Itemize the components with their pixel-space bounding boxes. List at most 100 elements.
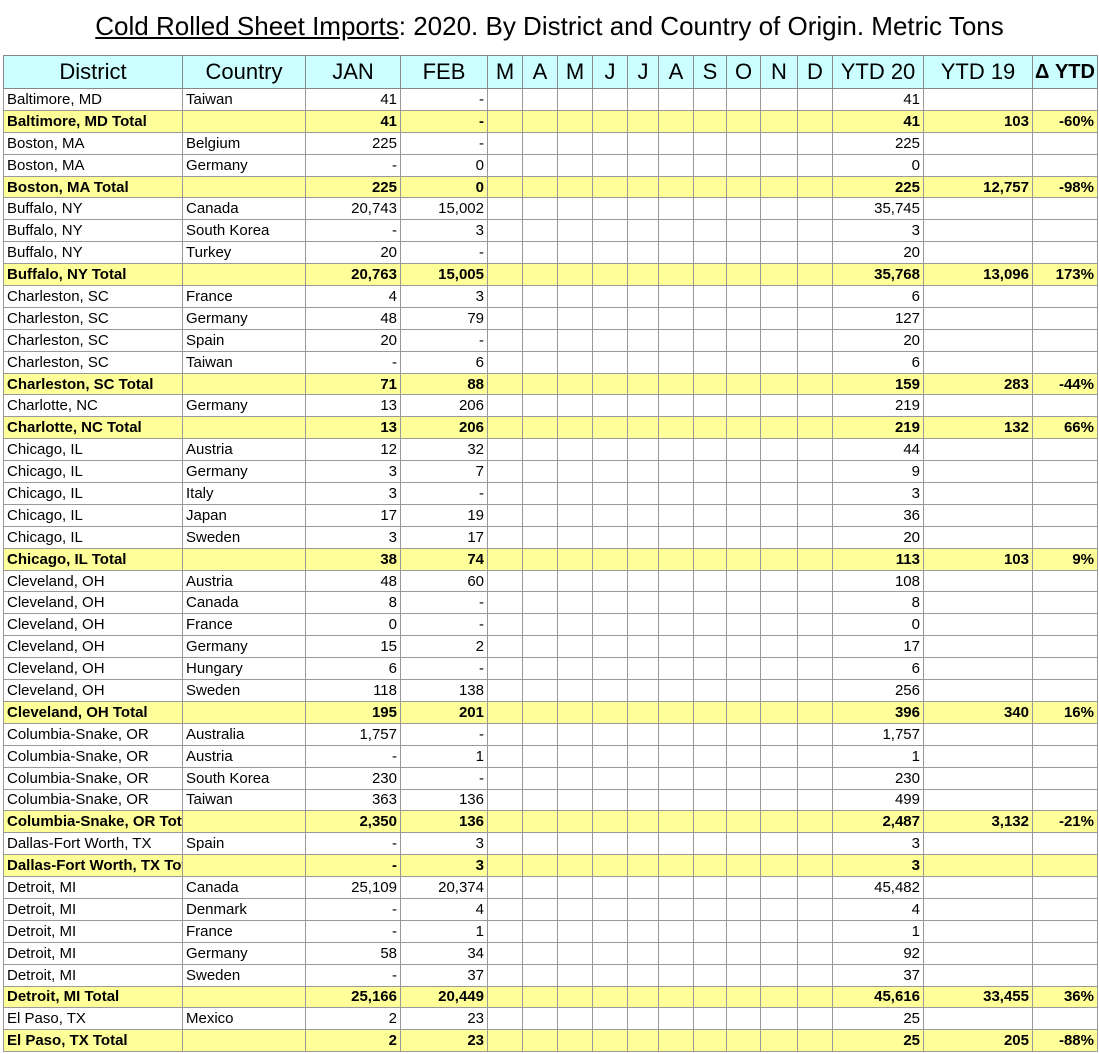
empty-cell — [557, 591, 593, 615]
delta-cell — [1032, 635, 1098, 659]
ytd19-cell: 3,132 — [923, 810, 1033, 834]
empty-cell — [797, 679, 833, 702]
total-row: Columbia-Snake, OR Total 2,350 136 2,487 3,1… — [3, 810, 1098, 834]
empty-cell — [522, 328, 558, 352]
column-header: District — [3, 55, 183, 89]
jan-cell: 58 — [305, 941, 401, 965]
feb-cell: 6 — [400, 350, 488, 374]
delta-cell — [1032, 438, 1098, 462]
delta-cell: 36% — [1032, 985, 1098, 1009]
ytd20-cell: 3 — [832, 854, 924, 878]
empty-cell — [658, 1029, 694, 1053]
data-row: Baltimore, MD Taiwan 41-41 — [3, 88, 1098, 111]
empty-cell — [557, 700, 593, 724]
country-cell: France — [182, 919, 306, 943]
empty-cell — [592, 854, 628, 878]
empty-cell — [557, 503, 593, 527]
empty-cell — [487, 919, 523, 943]
country-cell — [182, 547, 306, 571]
empty-cell — [557, 832, 593, 856]
data-row: Buffalo, NY South Korea -3 3 — [3, 219, 1098, 243]
column-header: Country — [182, 55, 306, 89]
empty-cell — [658, 919, 694, 943]
empty-cell — [557, 679, 593, 702]
ytd20-cell: 20 — [832, 525, 924, 549]
district-cell: Boston, MA — [3, 131, 183, 155]
empty-cell — [592, 657, 628, 681]
country-cell — [182, 416, 306, 440]
ytd20-cell: 25 — [832, 1007, 924, 1031]
empty-cell — [522, 1029, 558, 1053]
jan-cell: 12 — [305, 438, 401, 462]
empty-cell — [726, 109, 761, 133]
empty-cell — [522, 897, 558, 921]
empty-cell — [797, 722, 833, 746]
empty-cell — [627, 175, 659, 199]
empty-cell — [592, 591, 628, 615]
delta-cell: -60% — [1032, 109, 1098, 133]
empty-cell — [627, 350, 659, 374]
empty-cell — [557, 131, 593, 155]
empty-cell — [557, 482, 593, 505]
ytd20-cell: 45,482 — [832, 876, 924, 899]
country-cell: France — [182, 613, 306, 637]
ytd20-cell: 0 — [832, 613, 924, 637]
empty-cell — [557, 88, 593, 111]
country-cell: Turkey — [182, 241, 306, 265]
data-row: Charleston, SC Taiwan -6 6 — [3, 350, 1098, 374]
empty-cell — [760, 613, 798, 637]
empty-cell — [693, 394, 727, 418]
data-row: Cleveland, OH Sweden 118 138 256 — [3, 679, 1098, 702]
empty-cell — [658, 263, 694, 287]
empty-cell — [487, 657, 523, 681]
empty-cell — [760, 175, 798, 199]
empty-cell — [760, 503, 798, 527]
data-row: Detroit, MI France -1 1 — [3, 919, 1098, 943]
empty-cell — [797, 460, 833, 484]
ytd19-cell — [923, 854, 1033, 878]
district-cell: Cleveland, OH Total — [3, 700, 183, 724]
empty-cell — [557, 810, 593, 834]
empty-cell — [693, 788, 727, 812]
empty-cell — [693, 985, 727, 1009]
empty-cell — [487, 350, 523, 374]
feb-cell: 136 — [400, 788, 488, 812]
column-header: J — [627, 55, 659, 89]
feb-cell: 1 — [400, 919, 488, 943]
empty-cell — [693, 1007, 727, 1031]
empty-cell — [627, 525, 659, 549]
delta-cell: 16% — [1032, 700, 1098, 724]
empty-cell — [627, 482, 659, 505]
feb-cell: 136 — [400, 810, 488, 834]
district-cell: Chicago, IL — [3, 460, 183, 484]
empty-cell — [592, 416, 628, 440]
feb-cell: - — [400, 613, 488, 637]
total-row: Boston, MA Total 225 0 225 12,757 -98% — [3, 175, 1098, 199]
district-cell: Buffalo, NY Total — [3, 263, 183, 287]
district-cell: Columbia-Snake, OR Total — [3, 810, 183, 834]
empty-cell — [487, 175, 523, 199]
empty-cell — [522, 591, 558, 615]
empty-cell — [557, 416, 593, 440]
empty-cell — [726, 394, 761, 418]
empty-cell — [726, 854, 761, 878]
jan-cell: 2,350 — [305, 810, 401, 834]
empty-cell — [487, 153, 523, 177]
ytd19-cell — [923, 88, 1033, 111]
empty-cell — [627, 854, 659, 878]
empty-cell — [693, 722, 727, 746]
data-row: Columbia-Snake, OR South Korea 230-230 — [3, 766, 1098, 790]
empty-cell — [627, 241, 659, 265]
ytd19-cell — [923, 241, 1033, 265]
empty-cell — [557, 1007, 593, 1031]
ytd19-cell — [923, 591, 1033, 615]
empty-cell — [693, 832, 727, 856]
empty-cell — [627, 985, 659, 1009]
empty-cell — [557, 525, 593, 549]
district-cell: Detroit, MI — [3, 963, 183, 987]
ytd20-cell: 1 — [832, 744, 924, 768]
ytd19-cell — [923, 897, 1033, 921]
empty-cell — [522, 241, 558, 265]
empty-cell — [760, 131, 798, 155]
feb-cell: 79 — [400, 306, 488, 330]
